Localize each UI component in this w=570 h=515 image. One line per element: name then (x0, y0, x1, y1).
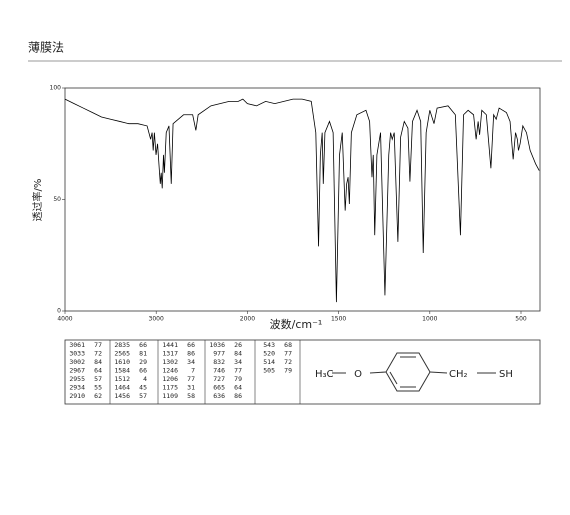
peak-wavenumber: 2835 (114, 341, 130, 349)
bond (429, 371, 448, 374)
peak-intensity: 55 (94, 384, 102, 392)
peak-wavenumber: 832 (213, 358, 225, 366)
peak-intensity: 45 (139, 384, 147, 392)
peak-intensity: 77 (284, 350, 292, 358)
spectrum-line (64, 98, 540, 303)
peak-intensity: 4 (143, 375, 147, 383)
peak-intensity: 7 (191, 367, 195, 375)
peak-intensity: 31 (187, 384, 195, 392)
peak-intensity: 64 (234, 384, 242, 392)
peak-intensity: 79 (234, 375, 242, 383)
peak-wavenumber: 2565 (114, 350, 130, 358)
peak-wavenumber: 665 (213, 384, 225, 392)
peak-wavenumber: 1109 (162, 392, 178, 400)
peak-wavenumber: 2967 (69, 367, 85, 375)
peak-intensity: 84 (234, 350, 242, 358)
peak-wavenumber: 977 (213, 350, 225, 358)
peak-wavenumber: 1464 (114, 384, 130, 392)
peak-wavenumber: 3033 (69, 350, 85, 358)
peak-wavenumber: 1584 (114, 367, 130, 375)
peak-wavenumber: 1246 (162, 367, 178, 375)
benzene-ring (385, 352, 431, 392)
peak-intensity: 57 (139, 392, 147, 400)
peak-wavenumber: 1441 (162, 341, 178, 349)
peak-intensity: 66 (187, 341, 195, 349)
peak-wavenumber: 1302 (162, 358, 178, 366)
y-axis-label: 透过率/% (31, 179, 44, 222)
peak-intensity: 66 (139, 341, 147, 349)
page-title: 薄膜法 (28, 40, 64, 55)
peak-wavenumber: 1206 (162, 375, 178, 383)
peak-intensity: 86 (187, 350, 195, 358)
peak-wavenumber: 1456 (114, 392, 130, 400)
peak-wavenumber: 727 (213, 375, 225, 383)
y-tick-label: 100 (50, 85, 62, 92)
peak-intensity: 79 (284, 367, 292, 375)
peak-intensity: 64 (94, 367, 102, 375)
peak-intensity: 77 (234, 367, 242, 375)
peak-intensity: 58 (187, 392, 195, 400)
group-label: CH₂ (449, 369, 468, 380)
peak-wavenumber: 2910 (69, 392, 85, 400)
plot-frame (64, 87, 541, 312)
peak-intensity: 66 (139, 367, 147, 375)
y-tick-label: 50 (53, 196, 61, 203)
group-label: SH (499, 369, 513, 380)
x-tick-label: 3000 (149, 316, 164, 323)
peak-wavenumber: 1610 (114, 358, 130, 366)
peak-wavenumber: 746 (213, 367, 225, 375)
x-axis-label: 波数/cm⁻¹ (270, 318, 323, 331)
x-tick-label: 1000 (422, 316, 437, 323)
peak-wavenumber: 520 (263, 350, 275, 358)
peak-wavenumber: 1317 (162, 350, 178, 358)
peak-intensity: 26 (234, 341, 242, 349)
peak-wavenumber: 1036 (209, 341, 225, 349)
peak-intensity: 81 (139, 350, 147, 358)
peak-intensity: 29 (139, 358, 147, 366)
group-label: O (354, 369, 362, 380)
peak-wavenumber: 1512 (114, 375, 130, 383)
peak-intensity: 77 (94, 341, 102, 349)
x-tick-label: 2000 (240, 316, 255, 323)
x-tick-label: 4000 (57, 316, 72, 323)
peak-intensity: 86 (234, 392, 242, 400)
peak-intensity: 62 (94, 392, 102, 400)
peak-intensity: 72 (94, 350, 102, 358)
peak-wavenumber: 505 (263, 367, 275, 375)
structure: H₃C O CH₂ SH (315, 352, 513, 392)
table-frame (64, 339, 541, 405)
peak-wavenumber: 2955 (69, 375, 85, 383)
peak-wavenumber: 1175 (162, 384, 178, 392)
peak-intensity: 72 (284, 358, 292, 366)
peak-intensity: 68 (284, 341, 292, 349)
peak-intensity: 84 (94, 358, 102, 366)
peak-wavenumber: 3002 (69, 358, 85, 366)
peak-wavenumber: 3061 (69, 341, 85, 349)
peak-intensity: 34 (234, 358, 242, 366)
y-tick-label: 0 (57, 308, 61, 315)
peak-wavenumber: 2934 (69, 384, 85, 392)
peak-intensity: 57 (94, 375, 102, 383)
peak-intensity: 34 (187, 358, 195, 366)
peak-wavenumber: 543 (263, 341, 275, 349)
peak-intensity: 77 (187, 375, 195, 383)
x-tick-label: 500 (515, 316, 527, 323)
group-label: H₃C (315, 369, 334, 380)
double-bond (389, 371, 398, 385)
x-tick-label: 1500 (331, 316, 346, 323)
bond (369, 371, 387, 374)
peak-wavenumber: 636 (213, 392, 225, 400)
peak-wavenumber: 514 (263, 358, 275, 366)
